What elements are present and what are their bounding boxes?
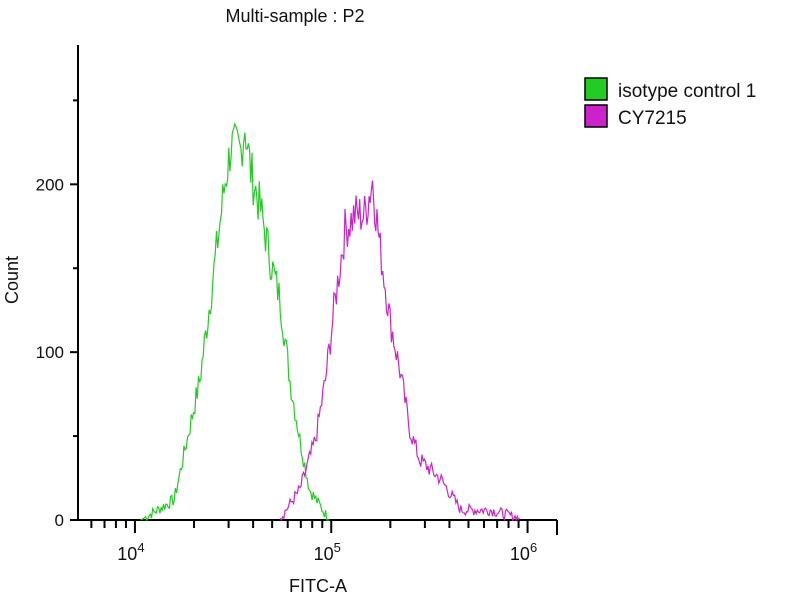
y-tick-label: 0: [55, 511, 64, 530]
y-tick-label: 200: [36, 175, 64, 194]
x-tick-label: 106: [510, 540, 537, 564]
chart-title: Multi-sample : P2: [225, 6, 364, 26]
legend-label: CY7215: [618, 108, 687, 129]
series-line-0: [140, 122, 330, 522]
legend-swatch: [584, 104, 608, 128]
x-axis-label: FITC-A: [289, 576, 347, 596]
series-line-1: [279, 180, 521, 523]
x-tick-label: 105: [314, 540, 341, 564]
x-tick-label: 104: [117, 540, 144, 564]
legend-swatch: [584, 77, 608, 101]
legend-label: isotype control 1: [618, 81, 756, 102]
y-axis-label: Count: [2, 256, 22, 304]
y-tick-label: 100: [36, 343, 64, 362]
